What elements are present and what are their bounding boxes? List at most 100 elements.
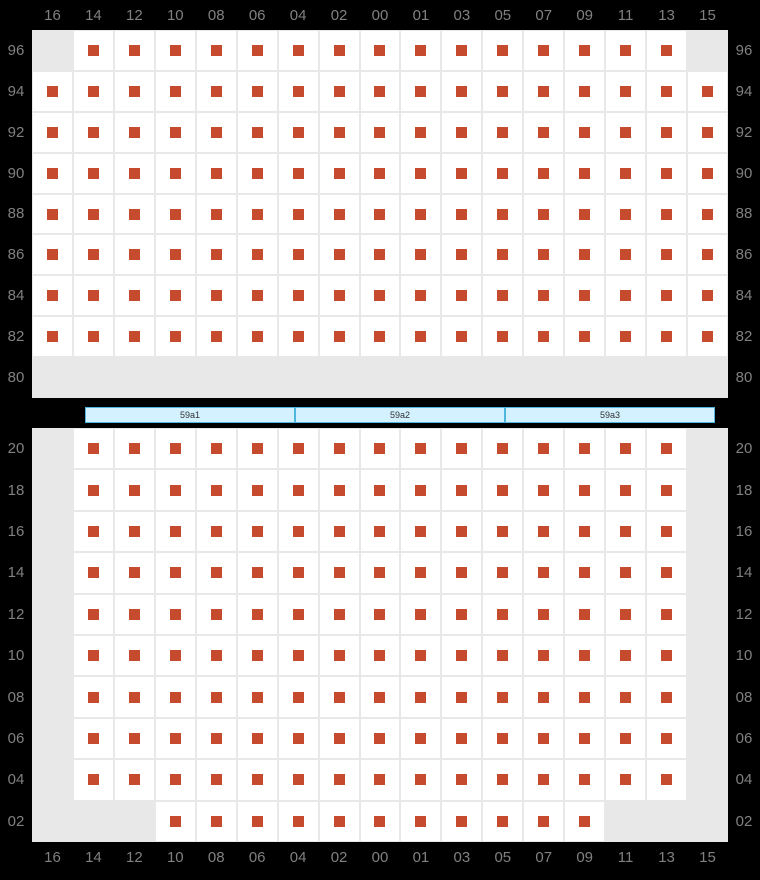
- seat-cell[interactable]: [441, 552, 482, 593]
- seat-cell[interactable]: [155, 153, 196, 194]
- seat-cell[interactable]: [482, 635, 523, 676]
- cabin-label[interactable]: 59a3: [505, 407, 715, 423]
- seat-cell[interactable]: [400, 194, 441, 235]
- seat-cell[interactable]: [73, 635, 114, 676]
- seat-cell[interactable]: [482, 428, 523, 469]
- seat-cell[interactable]: [687, 316, 728, 357]
- seat-cell[interactable]: [441, 234, 482, 275]
- seat-cell[interactable]: [360, 30, 401, 71]
- seat-cell[interactable]: [523, 153, 564, 194]
- seat-cell[interactable]: [360, 718, 401, 759]
- seat-cell[interactable]: [523, 112, 564, 153]
- seat-cell[interactable]: [564, 71, 605, 112]
- seat-cell[interactable]: [196, 153, 237, 194]
- seat-cell[interactable]: [482, 469, 523, 510]
- seat-cell[interactable]: [523, 594, 564, 635]
- seat-cell[interactable]: [360, 112, 401, 153]
- seat-cell[interactable]: [360, 801, 401, 842]
- seat-cell[interactable]: [564, 552, 605, 593]
- seat-cell[interactable]: [646, 635, 687, 676]
- seat-cell[interactable]: [73, 194, 114, 235]
- seat-cell[interactable]: [278, 194, 319, 235]
- seat-cell[interactable]: [441, 801, 482, 842]
- seat-cell[interactable]: [155, 71, 196, 112]
- seat-cell[interactable]: [523, 552, 564, 593]
- seat-cell[interactable]: [114, 30, 155, 71]
- seat-cell[interactable]: [237, 676, 278, 717]
- seat-cell[interactable]: [564, 676, 605, 717]
- seat-cell[interactable]: [319, 112, 360, 153]
- seat-cell[interactable]: [441, 112, 482, 153]
- seat-cell[interactable]: [687, 112, 728, 153]
- seat-cell[interactable]: [400, 316, 441, 357]
- seat-cell[interactable]: [319, 30, 360, 71]
- seat-cell[interactable]: [646, 153, 687, 194]
- seat-cell[interactable]: [441, 153, 482, 194]
- seat-cell[interactable]: [482, 275, 523, 316]
- seat-cell[interactable]: [114, 469, 155, 510]
- seat-cell[interactable]: [155, 801, 196, 842]
- seat-cell[interactable]: [155, 316, 196, 357]
- seat-cell[interactable]: [32, 275, 73, 316]
- seat-cell[interactable]: [400, 759, 441, 800]
- seat-cell[interactable]: [114, 316, 155, 357]
- seat-cell[interactable]: [646, 30, 687, 71]
- seat-cell[interactable]: [73, 234, 114, 275]
- seat-cell[interactable]: [114, 428, 155, 469]
- seat-cell[interactable]: [196, 801, 237, 842]
- seat-cell[interactable]: [482, 759, 523, 800]
- seat-cell[interactable]: [237, 194, 278, 235]
- seat-cell[interactable]: [319, 676, 360, 717]
- seat-cell[interactable]: [73, 71, 114, 112]
- seat-cell[interactable]: [360, 594, 401, 635]
- seat-cell[interactable]: [441, 635, 482, 676]
- seat-cell[interactable]: [400, 676, 441, 717]
- seat-cell[interactable]: [278, 469, 319, 510]
- seat-cell[interactable]: [196, 316, 237, 357]
- seat-cell[interactable]: [237, 635, 278, 676]
- seat-cell[interactable]: [441, 718, 482, 759]
- seat-cell[interactable]: [360, 71, 401, 112]
- seat-cell[interactable]: [155, 234, 196, 275]
- seat-cell[interactable]: [155, 469, 196, 510]
- seat-cell[interactable]: [319, 71, 360, 112]
- seat-cell[interactable]: [73, 759, 114, 800]
- seat-cell[interactable]: [278, 759, 319, 800]
- seat-cell[interactable]: [482, 194, 523, 235]
- seat-cell[interactable]: [360, 676, 401, 717]
- seat-cell[interactable]: [319, 511, 360, 552]
- seat-cell[interactable]: [237, 275, 278, 316]
- seat-cell[interactable]: [605, 30, 646, 71]
- seat-cell[interactable]: [564, 511, 605, 552]
- seat-cell[interactable]: [155, 194, 196, 235]
- seat-cell[interactable]: [155, 594, 196, 635]
- seat-cell[interactable]: [360, 511, 401, 552]
- seat-cell[interactable]: [237, 511, 278, 552]
- seat-cell[interactable]: [523, 635, 564, 676]
- seat-cell[interactable]: [196, 428, 237, 469]
- seat-cell[interactable]: [114, 275, 155, 316]
- seat-cell[interactable]: [114, 552, 155, 593]
- seat-cell[interactable]: [278, 635, 319, 676]
- seat-cell[interactable]: [605, 275, 646, 316]
- seat-cell[interactable]: [196, 718, 237, 759]
- seat-cell[interactable]: [564, 469, 605, 510]
- seat-cell[interactable]: [523, 275, 564, 316]
- seat-cell[interactable]: [155, 275, 196, 316]
- seat-cell[interactable]: [482, 153, 523, 194]
- seat-cell[interactable]: [278, 594, 319, 635]
- seat-cell[interactable]: [646, 552, 687, 593]
- seat-cell[interactable]: [319, 635, 360, 676]
- seat-cell[interactable]: [73, 676, 114, 717]
- seat-cell[interactable]: [441, 759, 482, 800]
- seat-cell[interactable]: [114, 71, 155, 112]
- seat-cell[interactable]: [646, 759, 687, 800]
- seat-cell[interactable]: [360, 153, 401, 194]
- seat-cell[interactable]: [646, 112, 687, 153]
- seat-cell[interactable]: [605, 428, 646, 469]
- seat-cell[interactable]: [564, 194, 605, 235]
- seat-cell[interactable]: [441, 30, 482, 71]
- seat-cell[interactable]: [114, 635, 155, 676]
- seat-cell[interactable]: [482, 30, 523, 71]
- seat-cell[interactable]: [278, 30, 319, 71]
